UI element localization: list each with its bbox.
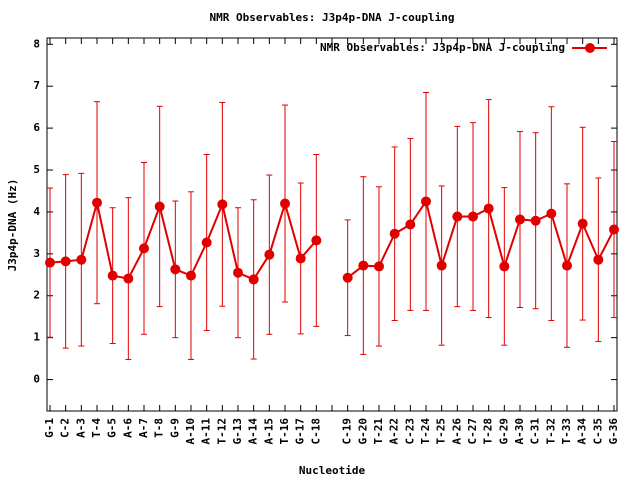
point	[562, 260, 572, 271]
y-tick-label: 4	[33, 205, 40, 218]
point	[217, 199, 228, 210]
point	[374, 261, 384, 272]
legend-marker	[585, 43, 595, 53]
y-tick-label: 5	[33, 163, 40, 176]
x-tick-label: A-6	[121, 418, 134, 438]
point	[154, 201, 165, 212]
x-tick-label: A-14	[247, 418, 260, 445]
x-tick-label: T-21	[372, 418, 385, 445]
point	[186, 270, 196, 281]
x-tick-label: A-30	[513, 418, 526, 445]
x-tick-label: T-12	[215, 418, 228, 445]
point	[139, 243, 149, 254]
point	[76, 254, 87, 265]
legend-label: NMR Observables: J3p4p-DNA J-coupling	[320, 41, 565, 54]
x-tick-label: G-20	[356, 418, 369, 445]
x-tick-label: A-3	[74, 418, 87, 438]
point	[60, 256, 71, 267]
x-tick-label: A-26	[450, 418, 463, 445]
x-tick-label: C-23	[403, 418, 416, 445]
y-tick-label: 7	[33, 79, 40, 92]
chart-title: NMR Observables: J3p4p-DNA J-coupling	[209, 11, 454, 24]
point	[483, 203, 494, 214]
point	[358, 260, 369, 271]
y-tick-label: 3	[33, 247, 40, 260]
x-tick-label: C-27	[466, 418, 479, 445]
point	[45, 257, 55, 268]
x-tick-label: G-13	[231, 418, 244, 445]
point	[311, 235, 322, 246]
point	[546, 208, 557, 219]
point	[280, 198, 290, 209]
series-line	[49, 199, 615, 281]
x-tick-label: T-25	[435, 418, 448, 445]
y-tick-label: 2	[33, 289, 40, 302]
x-tick-label: C-18	[309, 418, 322, 445]
x-tick-label: G-9	[168, 418, 181, 438]
point	[577, 218, 588, 229]
point	[515, 214, 525, 225]
x-tick-label: A-22	[388, 418, 401, 445]
y-tick-label: 0	[33, 373, 40, 386]
point	[609, 224, 619, 235]
point	[499, 261, 510, 272]
x-tick-label: A-34	[576, 418, 589, 445]
x-tick-label: A-15	[262, 418, 275, 445]
x-tick-label: C-31	[529, 418, 542, 445]
x-tick-label: C-35	[591, 418, 604, 445]
x-axis-label: Nucleotide	[299, 464, 366, 477]
x-tick-label: T-8	[153, 418, 166, 438]
point	[342, 272, 353, 283]
point	[123, 273, 134, 284]
x-tick-label: A-7	[137, 418, 150, 438]
x-tick-label: G-5	[106, 418, 119, 438]
point	[170, 264, 181, 275]
point	[107, 270, 118, 281]
x-tick-label: G-29	[497, 418, 510, 445]
point	[593, 254, 604, 265]
x-tick-label: C-2	[59, 418, 72, 438]
x-tick-label: T-28	[482, 418, 495, 445]
point	[389, 228, 400, 239]
y-axis-label: J3p4p-DNA (Hz)	[6, 179, 19, 272]
y-tick-label: 1	[33, 331, 40, 344]
point	[436, 260, 447, 271]
x-tick-label: G-36	[607, 418, 620, 445]
x-tick-label: G-1	[43, 418, 56, 438]
point	[92, 197, 102, 208]
x-tick-label: G-17	[294, 418, 307, 445]
x-tick-label: A-11	[200, 418, 213, 445]
point	[421, 196, 431, 207]
point	[468, 211, 478, 222]
point	[201, 237, 212, 248]
point	[233, 267, 243, 278]
x-tick-label: A-10	[184, 418, 197, 445]
point	[530, 215, 541, 226]
y-tick-label: 8	[33, 37, 40, 50]
point	[405, 219, 416, 230]
x-tick-label: T-24	[419, 418, 432, 445]
x-tick-label: T-32	[544, 418, 557, 445]
y-tick-label: 6	[33, 121, 40, 134]
plot-frame	[46, 37, 618, 412]
x-tick-label: T-4	[90, 418, 103, 438]
point	[295, 253, 306, 264]
x-tick-label: T-33	[560, 418, 573, 445]
point	[452, 211, 463, 222]
x-tick-label: C-19	[341, 418, 354, 445]
point	[248, 274, 259, 285]
x-tick-label: T-16	[278, 418, 291, 445]
point	[264, 249, 275, 260]
